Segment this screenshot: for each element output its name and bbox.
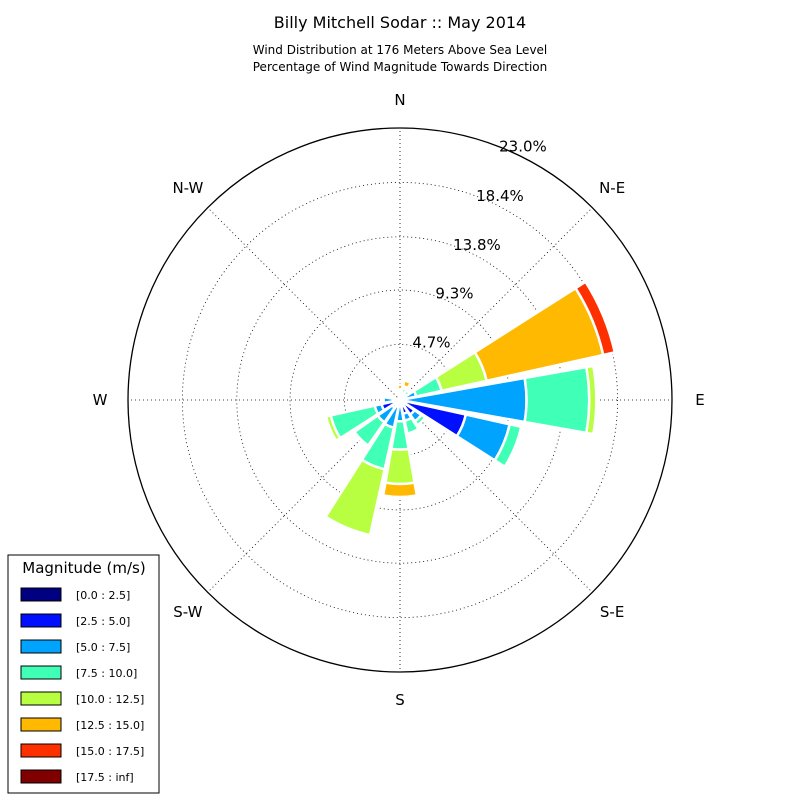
- radial-tick-label-3: 18.4%: [476, 187, 524, 205]
- wind-bar-12-2: [382, 395, 395, 405]
- grid-spoke-3: [399, 399, 593, 593]
- grid-spoke-1: [399, 207, 593, 401]
- chart-title: Billy Mitchell Sodar :: May 2014: [274, 13, 526, 32]
- radial-tick-label-4: 23.0%: [499, 137, 547, 155]
- wind-bar-4-4: [584, 364, 598, 436]
- legend-title: Magnitude (m/s): [22, 559, 145, 577]
- direction-label-e: E: [695, 391, 704, 409]
- legend-swatch-6: [20, 743, 62, 758]
- legend-items: [0.0 : 2.5] [2.5 : 5.0] [5.0 : 7.5] [7.5 : …: [20, 587, 144, 784]
- grid-spoke-5: [207, 399, 401, 593]
- legend-swatch-3: [20, 665, 62, 680]
- legend-label-5: [12.5 : 15.0]: [76, 719, 144, 732]
- legend-swatch-4: [20, 691, 62, 706]
- polar-frame: [127, 127, 673, 673]
- legend-swatch-7: [20, 769, 62, 784]
- radial-tick-label-2: 13.8%: [453, 236, 501, 254]
- legend-label-0: [0.0 : 2.5]: [76, 589, 130, 602]
- legend-swatch-5: [20, 717, 62, 732]
- wind-bar-9-4: [323, 458, 387, 537]
- wind-bar-11-4: [324, 413, 342, 443]
- wind-bar-10-3: [352, 413, 387, 448]
- wind-bar-8-5: [381, 481, 419, 499]
- wind-bar-12-3: [381, 395, 386, 405]
- polar-grid: [128, 128, 672, 672]
- direction-label-s: S: [395, 691, 405, 709]
- legend-label-6: [15.0 : 17.5]: [76, 745, 144, 758]
- wind-bar-6-3: [413, 413, 427, 427]
- wind-bar-15-0: [397, 397, 402, 401]
- grid-circle-3: [181, 181, 619, 619]
- legend-label-2: [5.0 : 7.5]: [76, 641, 130, 654]
- wind-bar-7-3: [403, 416, 421, 435]
- wind-bar-5-3: [493, 422, 523, 469]
- direction-label-w: W: [93, 391, 108, 409]
- legend-label-3: [7.5 : 10.0]: [76, 667, 137, 680]
- direction-label-n: N: [394, 91, 405, 109]
- wind-bars: [323, 280, 617, 537]
- legend-label-7: [17.5 : inf]: [76, 771, 134, 784]
- legend-swatch-2: [20, 639, 62, 654]
- direction-label-s-w: S-W: [173, 603, 202, 621]
- legend: Magnitude (m/s) [0.0 : 2.5] [2.5 : 5.0] [5…: [7, 554, 160, 794]
- direction-labels: N N-E E S-E S S-W W N-W: [93, 91, 705, 709]
- wind-bar-4-3: [523, 365, 591, 435]
- wind-bar-1-5: [401, 378, 413, 390]
- legend-label-1: [2.5 : 5.0]: [76, 615, 130, 628]
- direction-label-n-w: N-W: [172, 179, 203, 197]
- legend-swatch-0: [20, 587, 62, 602]
- chart-subtitle-line-1: Wind Distribution at 176 Meters Above Se…: [253, 43, 548, 57]
- grid-spoke-7: [207, 207, 401, 401]
- legend-swatch-1: [20, 613, 62, 628]
- wind-bar-8-4: [383, 447, 417, 486]
- radial-tick-label-0: 4.7%: [412, 334, 450, 352]
- legend-label-4: [10.0 : 12.5]: [76, 693, 144, 706]
- wind-bar-3-6: [573, 280, 617, 357]
- chart-subtitle-line-2: Percentage of Wind Magnitude Towards Dir…: [253, 60, 547, 74]
- direction-label-s-e: S-E: [600, 603, 624, 621]
- direction-label-n-e: N-E: [599, 179, 625, 197]
- radial-tick-labels: 4.7% 9.3% 13.8% 18.4% 23.0%: [412, 137, 546, 351]
- radial-tick-label-1: 9.3%: [435, 284, 473, 302]
